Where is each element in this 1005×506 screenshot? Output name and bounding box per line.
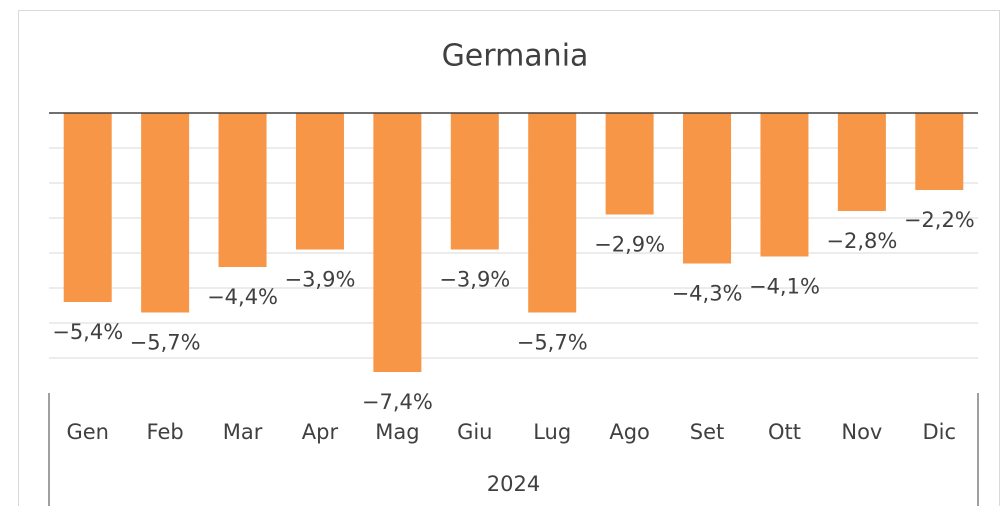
bar [528, 113, 577, 313]
x-tick-label: Ago [609, 420, 650, 444]
bar [373, 113, 422, 372]
x-tick-label: Nov [841, 420, 882, 444]
bar [915, 113, 964, 190]
bar [605, 113, 654, 215]
data-label: −2,9% [594, 233, 665, 257]
data-label: −5,7% [517, 331, 588, 355]
data-label: −4,4% [207, 285, 278, 309]
data-label: −3,9% [284, 268, 355, 292]
bar [141, 113, 190, 313]
bar [450, 113, 499, 250]
data-label: −2,8% [826, 229, 897, 253]
data-label: −4,3% [672, 282, 743, 306]
x-group-label: 2024 [487, 472, 540, 496]
x-tick-label: Feb [147, 420, 184, 444]
x-tick-label: Gen [66, 420, 109, 444]
bar [218, 113, 267, 267]
x-tick-label: Dic [923, 420, 957, 444]
x-tick-label: Mag [375, 420, 419, 444]
data-label: −7,4% [362, 390, 433, 414]
x-tick-label: Set [690, 420, 724, 444]
data-label: −5,4% [52, 320, 123, 344]
x-tick-label: Apr [302, 420, 339, 444]
data-label: −3,9% [439, 268, 510, 292]
bar [295, 113, 344, 250]
data-label: −2,2% [904, 208, 975, 232]
data-label: −5,7% [130, 331, 201, 355]
bar [683, 113, 732, 264]
bar [760, 113, 809, 257]
bar [837, 113, 886, 211]
chart-title: Germania [442, 39, 589, 74]
x-tick-label: Mar [223, 420, 263, 444]
bar [63, 113, 112, 302]
x-tick-label: Giu [457, 420, 492, 444]
data-label: −4,1% [749, 275, 820, 299]
x-tick-label: Lug [533, 420, 571, 444]
x-tick-label: Ott [768, 420, 801, 444]
